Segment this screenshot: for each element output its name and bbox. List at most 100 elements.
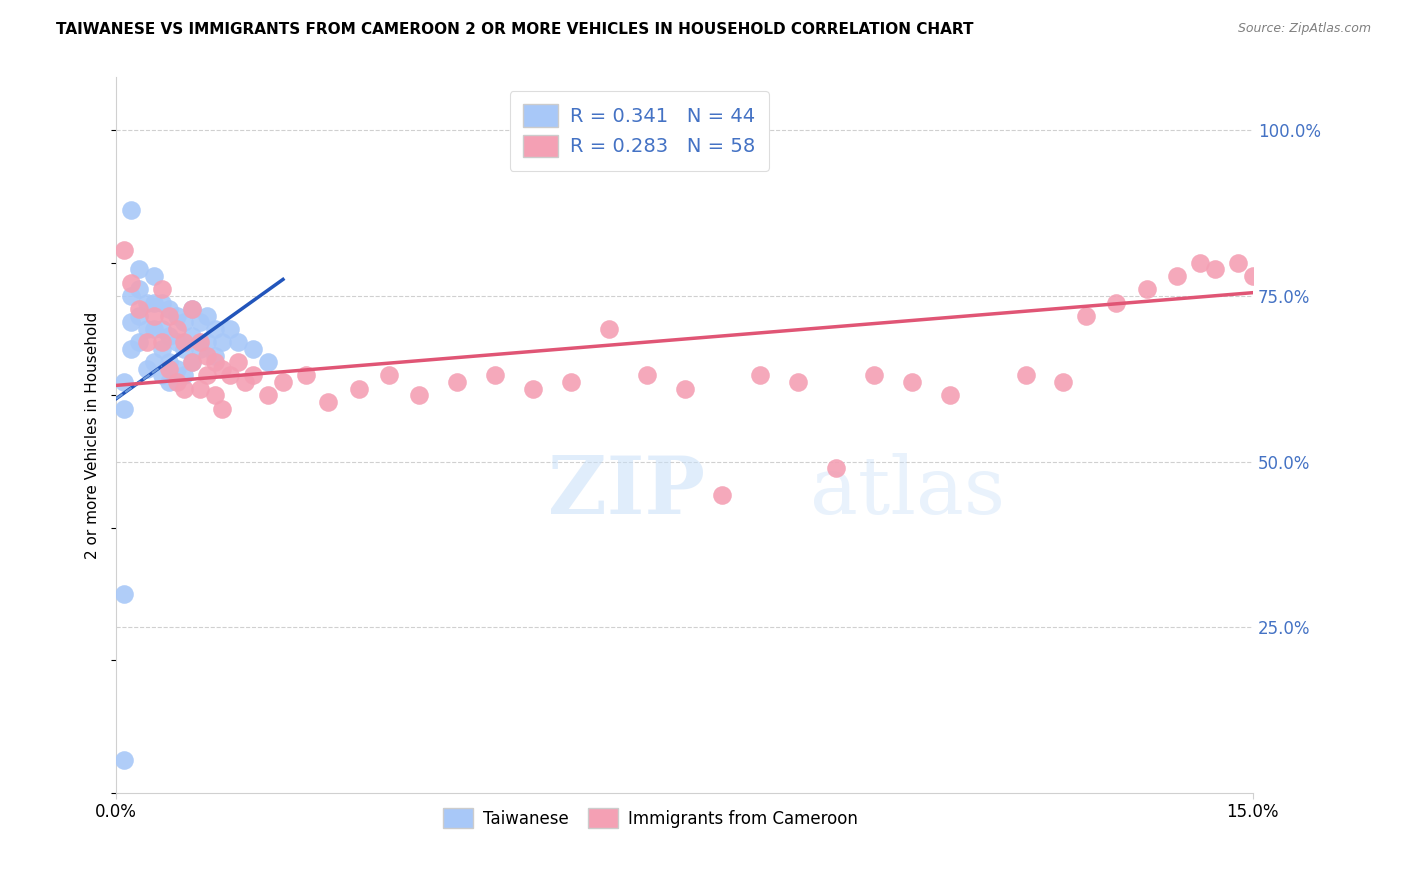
Point	[598, 322, 620, 336]
Point	[256, 355, 278, 369]
Point	[181, 355, 204, 369]
Point	[408, 388, 430, 402]
Text: TAIWANESE VS IMMIGRANTS FROM CAMEROON 2 OR MORE VEHICLES IN HOUSEHOLD CORRELATIO: TAIWANESE VS IMMIGRANTS FROM CAMEROON 2 …	[56, 22, 974, 37]
Point	[112, 587, 135, 601]
Point	[112, 753, 135, 767]
Point	[150, 342, 173, 356]
Point	[188, 316, 211, 330]
Point	[219, 368, 242, 383]
Text: ZIP: ZIP	[548, 453, 706, 532]
Point	[204, 322, 226, 336]
Point	[560, 375, 582, 389]
Point	[204, 355, 226, 369]
Point	[112, 375, 135, 389]
Point	[128, 335, 150, 350]
Point	[211, 361, 233, 376]
Point	[863, 368, 886, 383]
Point	[173, 335, 195, 350]
Point	[901, 375, 924, 389]
Point	[636, 368, 658, 383]
Y-axis label: 2 or more Vehicles in Household: 2 or more Vehicles in Household	[86, 311, 100, 558]
Point	[233, 375, 256, 389]
Point	[195, 335, 218, 350]
Point	[256, 388, 278, 402]
Point	[188, 382, 211, 396]
Point	[1226, 256, 1249, 270]
Point	[242, 368, 264, 383]
Point	[166, 335, 188, 350]
Point	[181, 302, 204, 317]
Point	[157, 302, 180, 317]
Text: atlas: atlas	[810, 453, 1005, 532]
Point	[120, 316, 142, 330]
Point	[128, 262, 150, 277]
Point	[188, 342, 211, 356]
Point	[150, 335, 173, 350]
Point	[204, 349, 226, 363]
Point	[135, 295, 157, 310]
Point	[1076, 309, 1098, 323]
Point	[143, 295, 166, 310]
Point	[347, 382, 370, 396]
Point	[318, 395, 340, 409]
Point	[135, 361, 157, 376]
Point	[711, 488, 734, 502]
Point	[195, 309, 218, 323]
Point	[166, 309, 188, 323]
Point	[173, 368, 195, 383]
Point	[143, 355, 166, 369]
Point	[173, 342, 195, 356]
Point	[150, 368, 173, 383]
Point	[226, 335, 249, 350]
Point	[128, 309, 150, 323]
Point	[271, 375, 294, 389]
Point	[166, 361, 188, 376]
Point	[1014, 368, 1036, 383]
Point	[112, 401, 135, 416]
Point	[195, 349, 218, 363]
Point	[446, 375, 468, 389]
Point	[204, 388, 226, 402]
Point	[120, 202, 142, 217]
Point	[226, 355, 249, 369]
Point	[181, 328, 204, 343]
Point	[157, 375, 180, 389]
Point	[181, 355, 204, 369]
Point	[188, 335, 211, 350]
Point	[484, 368, 506, 383]
Point	[1204, 262, 1226, 277]
Point	[157, 361, 180, 376]
Point	[157, 309, 180, 323]
Point	[1188, 256, 1211, 270]
Point	[294, 368, 316, 383]
Legend: Taiwanese, Immigrants from Cameroon: Taiwanese, Immigrants from Cameroon	[436, 802, 865, 834]
Point	[195, 368, 218, 383]
Point	[522, 382, 544, 396]
Point	[120, 342, 142, 356]
Point	[150, 295, 173, 310]
Point	[1166, 269, 1188, 284]
Point	[673, 382, 696, 396]
Point	[825, 461, 848, 475]
Point	[143, 269, 166, 284]
Point	[143, 322, 166, 336]
Point	[787, 375, 810, 389]
Point	[173, 382, 195, 396]
Point	[173, 316, 195, 330]
Point	[749, 368, 772, 383]
Point	[128, 302, 150, 317]
Point	[1241, 269, 1264, 284]
Point	[211, 335, 233, 350]
Point	[135, 335, 157, 350]
Point	[120, 289, 142, 303]
Point	[157, 355, 180, 369]
Point	[1052, 375, 1074, 389]
Point	[219, 322, 242, 336]
Point	[378, 368, 401, 383]
Point	[157, 328, 180, 343]
Point	[150, 322, 173, 336]
Point	[1136, 282, 1159, 296]
Point	[166, 322, 188, 336]
Point	[939, 388, 962, 402]
Point	[1105, 295, 1128, 310]
